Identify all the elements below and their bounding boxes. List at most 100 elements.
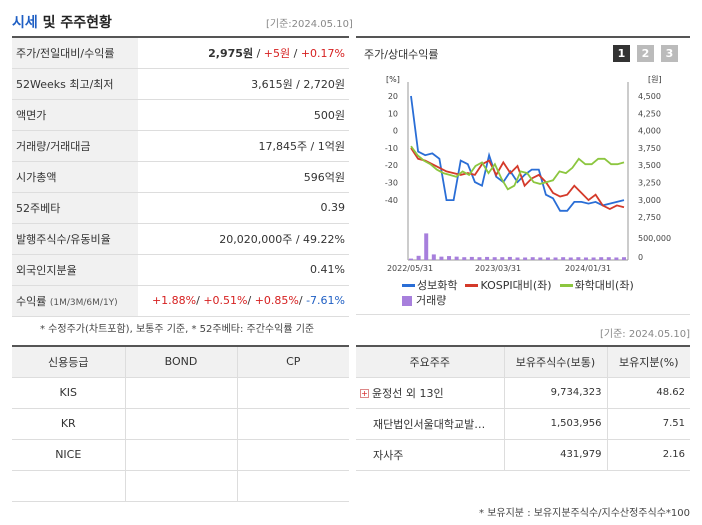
table-row: 발행주식수/유동비율 20,020,000주 / 49.22% xyxy=(12,223,349,255)
shares-cell: 1,503,956 xyxy=(503,408,607,440)
row-value: 2,975원 / +5원 / +0.17% xyxy=(138,37,349,69)
volume-bar xyxy=(409,258,413,260)
legend-item: KOSPI대비(좌) xyxy=(465,278,552,293)
table-row: 52Weeks 최고/최저 3,615원 / 2,720원 xyxy=(12,68,349,100)
volume-bar xyxy=(553,257,558,260)
title-accent: 시세 xyxy=(12,15,38,31)
y-tick-right: 4,000 xyxy=(638,127,661,136)
returns-periods: (1M/3M/6M/1Y) xyxy=(49,297,118,308)
volume-bar xyxy=(591,257,596,260)
bond-cell xyxy=(124,408,237,440)
volume-bar xyxy=(454,256,459,260)
volume-bar xyxy=(416,255,421,260)
row-value: 3,615원 / 2,720원 xyxy=(138,68,349,100)
volume-bar xyxy=(538,257,543,260)
volume-bar xyxy=(599,257,604,260)
legend-row: 성보화학 KOSPI대비(좌) 화학대비(좌) xyxy=(402,278,634,293)
return-3m: +0.51% xyxy=(203,294,248,307)
volume-bar xyxy=(583,257,588,260)
volume-tick: 0 xyxy=(638,253,643,262)
y-tick-right: 3,500 xyxy=(638,161,661,170)
table-row: 거래량/거래대금 17,845주 / 1억원 xyxy=(12,130,349,162)
legend-swatch xyxy=(465,284,479,287)
row-label: 거래량/거래대금 xyxy=(12,130,138,162)
tab-2[interactable]: 2 xyxy=(637,45,654,62)
row-label: 52Weeks 최고/최저 xyxy=(12,68,138,100)
y-tick-left: -30 xyxy=(385,179,398,188)
y-tick-right: 2,750 xyxy=(638,213,661,222)
y-tick-left: 10 xyxy=(388,109,398,118)
volume-bar xyxy=(477,257,482,260)
legend-label: 거래량 xyxy=(416,294,447,307)
chart-title: 주가/상대수익률 xyxy=(364,48,439,61)
holder-cell: + 윤정선 외 13인 xyxy=(356,377,504,409)
legend-label: KOSPI대비(좌) xyxy=(480,279,552,292)
row-value: 20,020,000주 / 49.22% xyxy=(138,223,349,255)
volume-bar xyxy=(469,256,474,260)
cp-cell xyxy=(236,377,349,409)
series-line xyxy=(410,145,625,191)
volume-bar xyxy=(492,257,497,260)
legend-item: 거래량 xyxy=(402,293,446,308)
table-row: 재단법인서울대학교발… 1,503,956 7.51 xyxy=(356,408,690,440)
volume-bar xyxy=(485,256,490,260)
row-value: +1.88%/ +0.51%/ +0.85%/ -7.61% xyxy=(138,285,349,317)
x-tick-label: 2023/03/31 xyxy=(475,264,521,273)
y-tick-left: 20 xyxy=(388,92,398,101)
tab-1[interactable]: 1 xyxy=(613,45,630,62)
y-tick-left: 0 xyxy=(393,127,398,136)
table-row: 52주베타 0.39 xyxy=(12,192,349,224)
volume-tick: 500,000 xyxy=(638,234,671,243)
row-label: 수익률 (1M/3M/6M/1Y) xyxy=(12,285,138,317)
change-pct: +0.17% xyxy=(300,46,345,60)
row-value: 0.39 xyxy=(138,192,349,224)
col-header: 주요주주 xyxy=(356,346,504,378)
x-tick-label: 2024/01/31 xyxy=(565,264,611,273)
holder-name: 자사주 xyxy=(356,439,504,471)
chart-tabs: 1 2 3 xyxy=(613,45,678,62)
col-header: CP xyxy=(236,346,349,378)
legend-item: 화학대비(좌) xyxy=(559,278,634,293)
table-row xyxy=(12,470,349,502)
volume-bar xyxy=(424,233,429,260)
row-label: 액면가 xyxy=(12,99,138,131)
volume-bar xyxy=(431,254,436,260)
table-row: NICE xyxy=(12,439,349,471)
volume-bar xyxy=(515,257,520,260)
y-tick-left: -20 xyxy=(385,161,398,170)
change-value: +5원 xyxy=(263,46,291,60)
table-row: + 윤정선 외 13인 9,734,323 48.62 xyxy=(356,377,690,409)
page-title: 시세 및 주주현황 xyxy=(12,12,112,32)
table-row: 액면가 500원 xyxy=(12,99,349,131)
separator: / xyxy=(253,46,264,60)
price-chart: [%] [원] 20 10 0 -10 -20 -30 -40 4,500 4,250 4,000 3,… xyxy=(385,75,671,273)
row-value: 0.41% xyxy=(138,254,349,286)
table-row: 주가/전일대비/수익률 2,975원 / +5원 / +0.17% xyxy=(12,37,349,69)
table-header: 신용등급 BOND CP xyxy=(12,346,349,378)
cp-cell xyxy=(236,470,349,502)
volume-bar xyxy=(530,257,535,260)
price-table: 주가/전일대비/수익률 2,975원 / +5원 / +0.17% 52Week… xyxy=(12,36,349,317)
agency-cell xyxy=(12,470,125,502)
tab-3[interactable]: 3 xyxy=(661,45,678,62)
table-row: 시가총액 596억원 xyxy=(12,161,349,193)
holder-name: 재단법인서울대학교발… xyxy=(356,408,504,440)
returns-label: 수익률 xyxy=(16,294,47,308)
expand-icon[interactable]: + xyxy=(360,389,369,398)
col-header: BOND xyxy=(124,346,237,378)
volume-bar xyxy=(568,257,573,260)
legend-swatch xyxy=(402,295,412,306)
legend-item: 성보화학 xyxy=(402,278,457,293)
legend-swatch xyxy=(559,284,573,287)
volume-bar xyxy=(576,257,581,260)
volume-bar xyxy=(462,257,467,260)
table-row: 수익률 (1M/3M/6M/1Y) +1.88%/ +0.51%/ +0.85%… xyxy=(12,285,349,317)
agency-cell: NICE xyxy=(12,439,125,471)
separator: / xyxy=(247,294,255,307)
bond-cell xyxy=(124,439,237,471)
separator: / xyxy=(196,294,204,307)
separator: / xyxy=(290,46,301,60)
footnote-right: [기준: 2024.05.10] xyxy=(599,329,690,340)
pct-cell: 48.62 xyxy=(606,377,690,409)
legend-row: 거래량 xyxy=(402,293,634,308)
